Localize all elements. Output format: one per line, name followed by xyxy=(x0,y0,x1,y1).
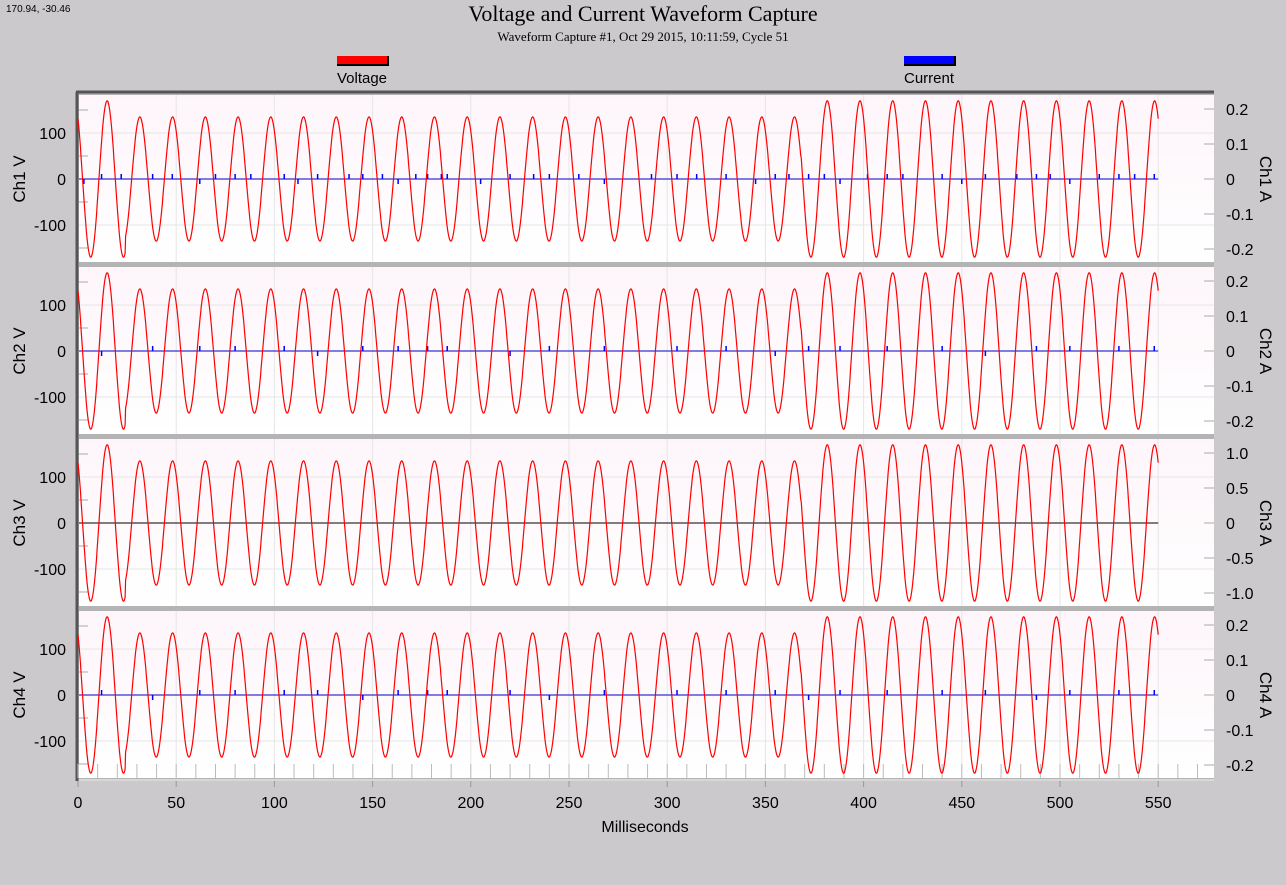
right-tick-label: 0 xyxy=(1226,516,1235,533)
right-tick-label: 0 xyxy=(1226,688,1235,705)
panel-ch1: 100 0 -100 Ch1 V 0.2 0.1 0 -0.1 -0.2 Ch1 A xyxy=(10,95,1275,267)
panel-separator xyxy=(79,606,1214,611)
right-tick-label: -0.5 xyxy=(1226,551,1254,568)
x-tick-label: 550 xyxy=(1145,795,1172,812)
left-tick-label: 0 xyxy=(57,344,66,361)
right-axis-label: Ch2 A xyxy=(1256,328,1275,375)
right-tick-label: -1.0 xyxy=(1226,586,1254,603)
legend-swatch-current[interactable] xyxy=(904,56,956,66)
right-tick-label: 0.2 xyxy=(1226,274,1248,291)
right-axis-label: Ch4 A xyxy=(1256,672,1275,719)
left-tick-label: 0 xyxy=(57,688,66,705)
left-axis-label: Ch3 V xyxy=(10,499,29,547)
chart-title: Voltage and Current Waveform Capture xyxy=(468,1,818,26)
left-tick-label: 100 xyxy=(39,298,66,315)
right-tick-label: 0.1 xyxy=(1226,309,1248,326)
left-tick-label: -100 xyxy=(34,390,66,407)
x-tick-label: 350 xyxy=(752,795,779,812)
x-tick-label: 450 xyxy=(948,795,975,812)
right-tick-label: 0 xyxy=(1226,344,1235,361)
plot-bottom-edge xyxy=(79,779,1214,781)
voltage-series-line xyxy=(77,272,1159,430)
panel-ch3: 100 0 -100 Ch3 V 1.0 0.5 0 -0.5 -1.0 Ch3 A xyxy=(10,439,1275,611)
left-tick-label: 0 xyxy=(57,516,66,533)
voltage-series-line xyxy=(77,100,1159,258)
left-axis-label: Ch1 V xyxy=(10,155,29,203)
x-tick-label: 300 xyxy=(654,795,681,812)
right-tick-label: -0.2 xyxy=(1226,758,1254,775)
left-tick-label: -100 xyxy=(34,562,66,579)
right-tick-label: -0.1 xyxy=(1226,723,1254,740)
legend-label-voltage: Voltage xyxy=(336,70,388,87)
x-tick-label: 400 xyxy=(850,795,877,812)
right-tick-label: 0 xyxy=(1226,172,1235,189)
right-axis-label: Ch3 A xyxy=(1256,500,1275,547)
right-tick-label: 1.0 xyxy=(1226,446,1248,463)
left-tick-label: -100 xyxy=(34,218,66,235)
left-tick-label: 0 xyxy=(57,172,66,189)
panel-separator xyxy=(79,434,1214,439)
panel-separator xyxy=(79,262,1214,267)
right-tick-label: 0.2 xyxy=(1226,102,1248,119)
cursor-readout: 170.94, -30.46 xyxy=(6,4,71,15)
voltage-series-line xyxy=(77,444,1159,602)
left-tick-label: 100 xyxy=(39,642,66,659)
legend-swatch-voltage[interactable] xyxy=(337,56,389,66)
left-axis-label: Ch4 V xyxy=(10,671,29,719)
panel-ch4: 100 0 -100 Ch4 V 0.2 0.1 0 -0.1 -0.2 Ch4 A xyxy=(10,611,1275,778)
right-tick-label: -0.2 xyxy=(1226,242,1254,259)
right-tick-label: -0.2 xyxy=(1226,414,1254,431)
left-tick-label: -100 xyxy=(34,734,66,751)
x-tick-label: 50 xyxy=(167,795,185,812)
right-tick-label: 0.1 xyxy=(1226,653,1248,670)
right-tick-label: -0.1 xyxy=(1226,207,1254,224)
x-tick-label: 200 xyxy=(457,795,484,812)
x-axis-label: Milliseconds xyxy=(601,819,688,836)
chart-subtitle: Waveform Capture #1, Oct 29 2015, 10:11:… xyxy=(497,29,789,44)
panel-ch2: 100 0 -100 Ch2 V 0.2 0.1 0 -0.1 -0.2 Ch2 A xyxy=(10,267,1275,439)
left-axis-label: Ch2 V xyxy=(10,327,29,375)
x-tick-label: 0 xyxy=(74,795,83,812)
right-tick-label: 0.5 xyxy=(1226,481,1248,498)
right-tick-label: 0.1 xyxy=(1226,137,1248,154)
x-tick-label: 100 xyxy=(261,795,288,812)
right-tick-label: -0.1 xyxy=(1226,379,1254,396)
left-tick-label: 100 xyxy=(39,126,66,143)
x-tick-label: 150 xyxy=(359,795,386,812)
left-tick-label: 100 xyxy=(39,470,66,487)
x-tick-label: 500 xyxy=(1047,795,1074,812)
voltage-series-line xyxy=(77,616,1159,774)
right-tick-label: 0.2 xyxy=(1226,618,1248,635)
x-tick-label: 250 xyxy=(556,795,583,812)
right-axis-label: Ch1 A xyxy=(1256,156,1275,203)
legend-label-current: Current xyxy=(903,70,955,87)
